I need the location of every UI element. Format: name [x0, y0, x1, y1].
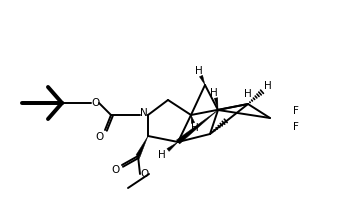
Text: F: F: [293, 122, 299, 132]
Text: N: N: [140, 108, 148, 118]
Text: H: H: [191, 123, 199, 133]
Polygon shape: [214, 98, 218, 110]
Text: F: F: [293, 106, 299, 116]
Text: H: H: [210, 88, 218, 98]
Polygon shape: [167, 142, 178, 151]
Polygon shape: [136, 136, 148, 157]
Text: H: H: [195, 66, 203, 76]
Polygon shape: [191, 115, 195, 123]
Text: H: H: [264, 81, 272, 91]
Polygon shape: [176, 110, 218, 144]
Text: O: O: [91, 98, 99, 108]
Text: O: O: [141, 169, 149, 179]
Text: O: O: [111, 165, 119, 175]
Polygon shape: [199, 75, 205, 85]
Text: H: H: [244, 89, 252, 99]
Text: H: H: [158, 150, 166, 160]
Text: O: O: [95, 132, 103, 142]
